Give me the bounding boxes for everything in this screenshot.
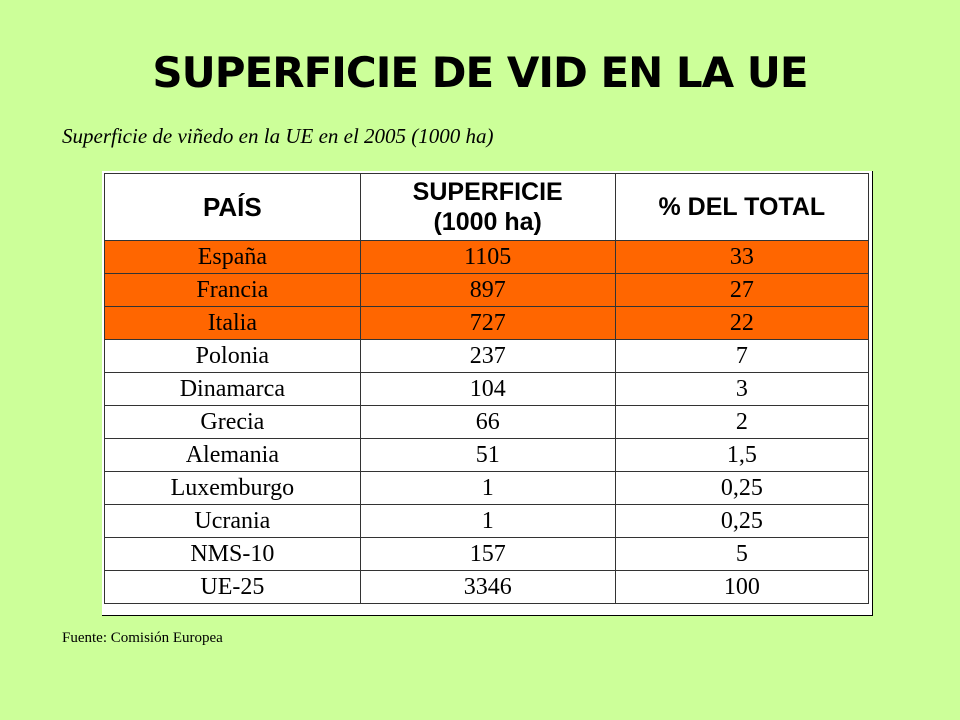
table-row: España 1105 33 (104, 240, 870, 274)
table-row: Alemania 51 1,5 (104, 438, 870, 472)
header-area: SUPERFICIE (1000 ha) (359, 173, 616, 241)
cell-area: 727 (359, 306, 616, 340)
source-note: Fuente: Comisión Europea (62, 630, 223, 646)
vineyard-area-table: PAÍS SUPERFICIE (1000 ha) % DEL TOTAL Esp… (104, 173, 870, 604)
cell-percent: 27 (614, 273, 870, 307)
cell-percent: 33 (614, 240, 870, 274)
table-row: Italia 727 22 (104, 306, 870, 340)
cell-percent: 1,5 (614, 438, 870, 472)
cell-percent: 100 (614, 570, 870, 604)
cell-country: Italia (104, 306, 361, 340)
cell-percent: 0,25 (614, 471, 870, 505)
cell-area: 104 (359, 372, 616, 406)
cell-country: Dinamarca (104, 372, 361, 406)
table-caption: Superficie de viñedo en la UE en el 2005… (62, 124, 494, 148)
cell-country: UE-25 (104, 570, 361, 604)
cell-area: 3346 (359, 570, 616, 604)
cell-country: Grecia (104, 405, 361, 439)
table-row: Grecia 66 2 (104, 405, 870, 439)
cell-country: Luxemburgo (104, 471, 361, 505)
cell-percent: 7 (614, 339, 870, 373)
table-row: NMS-10 157 5 (104, 537, 870, 571)
cell-area: 51 (359, 438, 616, 472)
table-body: España 1105 33 Francia 897 27 Italia 727 22 Polon… (104, 240, 870, 604)
cell-area: 237 (359, 339, 616, 373)
cell-area: 1 (359, 471, 616, 505)
table-header-row: PAÍS SUPERFICIE (1000 ha) % DEL TOTAL (104, 173, 870, 241)
cell-area: 897 (359, 273, 616, 307)
table-row: Luxemburgo 1 0,25 (104, 471, 870, 505)
table-row: UE-25 3346 100 (104, 570, 870, 604)
cell-area: 1105 (359, 240, 616, 274)
cell-area: 66 (359, 405, 616, 439)
header-percent: % DEL TOTAL (614, 173, 870, 241)
header-area-line2: (1000 ha) (433, 208, 542, 236)
header-area-line1: SUPERFICIE (412, 178, 563, 206)
cell-percent: 0,25 (614, 504, 870, 538)
cell-area: 1 (359, 504, 616, 538)
cell-country: España (104, 240, 361, 274)
cell-percent: 5 (614, 537, 870, 571)
table-row: Dinamarca 104 3 (104, 372, 870, 406)
cell-country: Polonia (104, 339, 361, 373)
cell-country: Ucrania (104, 504, 361, 538)
cell-country: Francia (104, 273, 361, 307)
cell-percent: 3 (614, 372, 870, 406)
cell-percent: 22 (614, 306, 870, 340)
cell-country: NMS-10 (104, 537, 361, 571)
table-frame: PAÍS SUPERFICIE (1000 ha) % DEL TOTAL Esp… (102, 171, 873, 616)
table-row: Polonia 237 7 (104, 339, 870, 373)
table-row: Francia 897 27 (104, 273, 870, 307)
cell-area: 157 (359, 537, 616, 571)
cell-country: Alemania (104, 438, 361, 472)
cell-percent: 2 (614, 405, 870, 439)
table-row: Ucrania 1 0,25 (104, 504, 870, 538)
slide-title: SUPERFICIE DE VID EN LA UE (152, 48, 808, 97)
header-country: PAÍS (104, 173, 361, 241)
